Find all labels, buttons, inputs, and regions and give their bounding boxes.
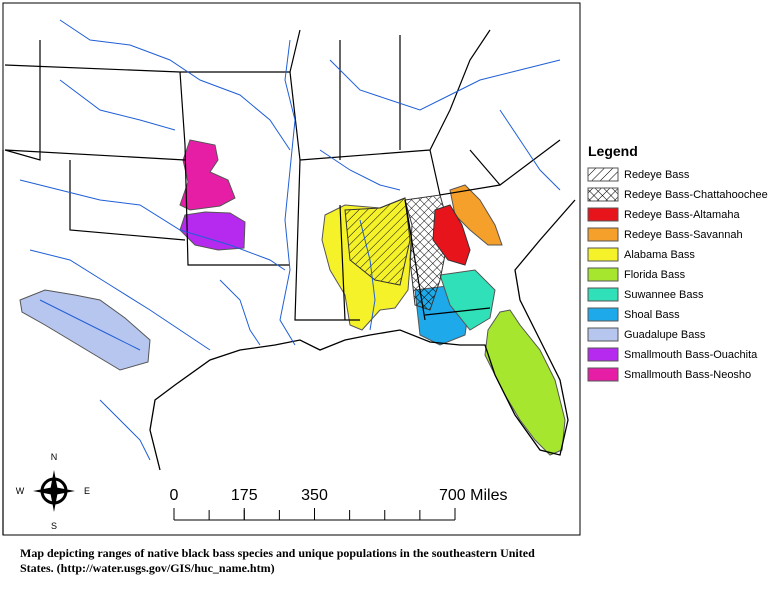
scale-label: 350 (301, 487, 328, 504)
compass-south: S (51, 521, 57, 531)
legend-swatch (587, 287, 619, 302)
scale-label: 175 (231, 487, 258, 504)
legend-label: Redeye Bass-Savannah (624, 229, 743, 241)
region (439, 269, 496, 331)
region (19, 289, 151, 371)
rivers (19, 19, 561, 461)
legend-label: Smallmouth Bass-Neosho (624, 369, 751, 381)
coastline (149, 199, 576, 471)
legend-swatch (587, 187, 619, 202)
legend-label: Smallmouth Bass-Ouachita (624, 349, 758, 361)
regions (19, 139, 566, 456)
legend: Legend Redeye Bass Redeye Bass-Chattahooc… (587, 143, 768, 382)
legend-swatch (587, 267, 619, 282)
legend-label: Redeye Bass-Altamaha (624, 209, 740, 221)
region (179, 139, 236, 211)
legend-label: Suwannee Bass (624, 289, 704, 301)
legend-swatch (587, 327, 619, 342)
compass-north: N (51, 452, 58, 462)
legend-label: Guadalupe Bass (624, 329, 706, 341)
region (344, 197, 411, 286)
legend-swatch (587, 367, 619, 382)
caption: Map depicting ranges of native black bas… (20, 546, 535, 575)
legend-label: Redeye Bass (624, 169, 690, 181)
region (179, 211, 246, 251)
compass-east: E (84, 486, 90, 496)
scale-label: 0 (170, 487, 179, 504)
legend-label: Shoal Bass (624, 309, 680, 321)
scale-label: 700 Miles (439, 487, 507, 504)
legend-label: Alabama Bass (624, 249, 695, 261)
legend-swatch (587, 167, 619, 182)
legend-swatch (587, 247, 619, 262)
legend-swatch (587, 207, 619, 222)
compass-star (33, 470, 75, 512)
scale-bar: 0 175 350 700 Miles (170, 487, 507, 521)
legend-swatch (587, 307, 619, 322)
legend-label: Redeye Bass-Chattahoochee (624, 189, 768, 201)
map-frame (2, 2, 581, 536)
compass: N S E W (16, 452, 90, 531)
legend-title: Legend (588, 143, 638, 159)
region (432, 204, 471, 266)
map: N S E W 0 175 350 700 Miles Legend Redeye B… (2, 2, 768, 536)
legend-swatch (587, 347, 619, 362)
state-borders (2, 29, 561, 535)
legend-swatch (587, 227, 619, 242)
compass-west: W (16, 486, 25, 496)
legend-label: Florida Bass (624, 269, 686, 281)
